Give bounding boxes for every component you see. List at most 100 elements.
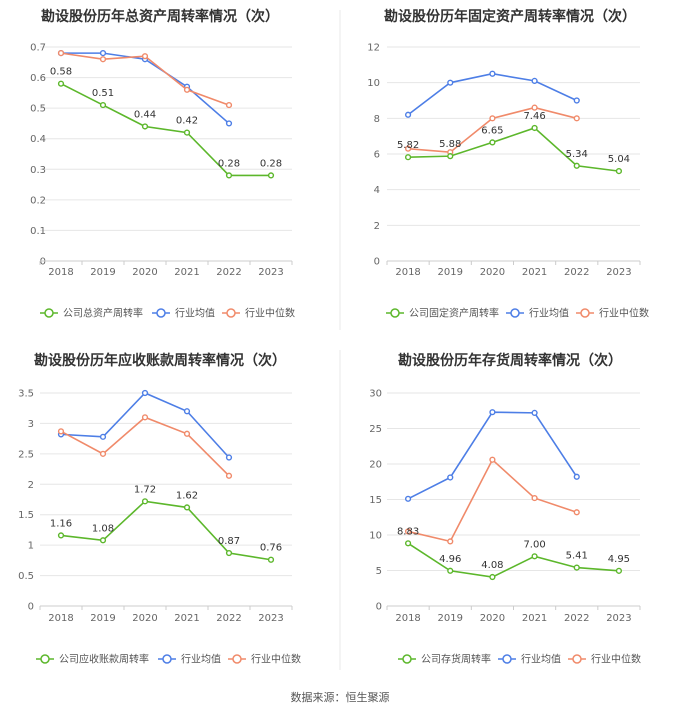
x-tick-label: 2018 <box>395 267 420 278</box>
data-point-median <box>573 509 580 516</box>
data-point-avg <box>141 389 149 397</box>
y-tick-label: 0.5 <box>30 104 46 115</box>
y-tick-label: 10 <box>367 78 380 89</box>
y-tick-label: 1 <box>28 541 34 552</box>
chart-title: 勘设股份历年固定资产周转率情况（次） <box>384 8 636 25</box>
data-label: 0.28 <box>218 158 240 169</box>
y-tick-label: 0 <box>374 257 380 268</box>
legend-item-median[interactable]: 行业中位数 <box>568 653 641 666</box>
series-line-avg <box>407 72 578 116</box>
legend-item-median[interactable]: 行业中位数 <box>228 653 301 666</box>
y-tick-label: 20 <box>369 460 382 471</box>
legend-item-company[interactable]: 公司应收账款周转率 <box>36 653 149 666</box>
legend-item-avg[interactable]: 行业均值 <box>158 653 221 666</box>
data-point-median <box>57 428 65 435</box>
data-point-avg <box>489 409 496 416</box>
y-tick-label: 25 <box>369 424 382 435</box>
data-label: 8.83 <box>397 526 419 537</box>
data-point-company <box>57 532 65 539</box>
data-point-avg <box>225 120 233 127</box>
data-point-avg <box>573 473 580 480</box>
legend-marker-icon <box>232 654 242 664</box>
legend-marker-icon <box>390 308 400 318</box>
data-point-median <box>531 104 538 111</box>
data-point-median <box>489 115 496 122</box>
data-point-avg <box>99 50 107 57</box>
series-line-avg <box>407 411 578 500</box>
data-label: 1.08 <box>92 523 114 534</box>
x-tick-label: 2022 <box>564 267 589 278</box>
data-point-median <box>141 53 149 60</box>
data-point-avg <box>489 70 496 77</box>
x-tick-label: 2020 <box>132 613 157 624</box>
y-tick-label: 4 <box>374 185 380 196</box>
data-point-company <box>183 504 191 511</box>
legend-item-median[interactable]: 行业中位数 <box>222 307 295 320</box>
y-tick-label: 2.5 <box>18 449 34 460</box>
x-tick-label: 2021 <box>174 267 199 278</box>
data-label: 6.65 <box>481 125 503 136</box>
data-point-company <box>489 139 496 146</box>
chart-panel-4: 勘设股份历年存货周转率情况（次） 0 5 10 15 20 25 30 2018 2019 2020… <box>369 352 641 666</box>
legend-item-avg[interactable]: 行业均值 <box>498 653 561 666</box>
y-tick-label: 1.5 <box>18 510 34 521</box>
legend-item-avg[interactable]: 行业均值 <box>506 307 569 320</box>
data-point-median <box>225 101 233 109</box>
legend-item-median[interactable]: 行业中位数 <box>576 307 649 320</box>
data-point-avg <box>99 433 107 440</box>
legend-item-company[interactable]: 公司存货周转率 <box>398 653 491 666</box>
y-tick-label: 0.3 <box>30 165 46 176</box>
data-point-median <box>531 494 538 502</box>
data-point-company <box>573 564 580 571</box>
series-line-median <box>60 416 230 477</box>
data-label: 0.58 <box>50 67 72 78</box>
data-label: 5.04 <box>608 154 630 165</box>
data-point-company <box>404 540 412 547</box>
x-tick-label: 2019 <box>90 267 115 278</box>
data-point-company <box>489 573 496 581</box>
series-line-median <box>407 458 578 543</box>
legend-item-avg[interactable]: 行业均值 <box>152 307 215 320</box>
data-label: 1.16 <box>50 518 72 529</box>
legend-label: 行业均值 <box>521 653 561 666</box>
data-label: 0.51 <box>92 88 114 99</box>
data-point-company <box>183 129 191 136</box>
data-point-avg <box>183 408 191 415</box>
legend-label: 行业均值 <box>175 307 215 320</box>
x-tick-label: 2022 <box>216 267 241 278</box>
data-point-company <box>615 168 623 175</box>
legend-marker-icon <box>40 654 50 664</box>
data-point-company <box>531 553 538 560</box>
legend-label: 行业均值 <box>181 653 221 666</box>
data-label: 0.76 <box>260 543 282 554</box>
y-tick-label: 0.7 <box>30 43 46 54</box>
y-tick-label: 0 <box>40 257 46 268</box>
legend-item-company[interactable]: 公司总资产周转率 <box>40 307 143 320</box>
x-tick-label: 2022 <box>564 613 589 624</box>
x-tick-label: 2020 <box>480 267 505 278</box>
legend-marker-icon <box>580 308 590 318</box>
legend-label: 行业均值 <box>529 307 569 320</box>
data-label: 4.96 <box>439 554 461 565</box>
data-point-avg <box>404 495 412 502</box>
legend-marker-icon <box>572 654 582 664</box>
y-tick-label: 0.1 <box>30 226 46 237</box>
chart-title: 勘设股份历年存货周转率情况（次） <box>398 352 622 369</box>
y-tick-label: 2 <box>374 221 380 232</box>
data-label: 5.82 <box>397 140 419 151</box>
x-tick-label: 2023 <box>606 613 631 624</box>
x-tick-label: 2020 <box>132 267 157 278</box>
y-tick-label: 30 <box>369 389 382 400</box>
legend-marker-icon <box>402 654 412 664</box>
data-point-avg <box>447 474 454 481</box>
legend-item-company[interactable]: 公司固定资产周转率 <box>386 307 499 320</box>
series-line-avg <box>60 392 230 459</box>
data-point-company <box>57 80 65 87</box>
y-tick-label: 6 <box>374 150 380 161</box>
data-label: 5.34 <box>566 149 588 160</box>
x-tick-label: 2021 <box>522 267 547 278</box>
data-source: 数据来源：恒生聚源 <box>291 690 390 704</box>
x-tick-label: 2018 <box>395 613 420 624</box>
legend-marker-icon <box>156 308 166 318</box>
